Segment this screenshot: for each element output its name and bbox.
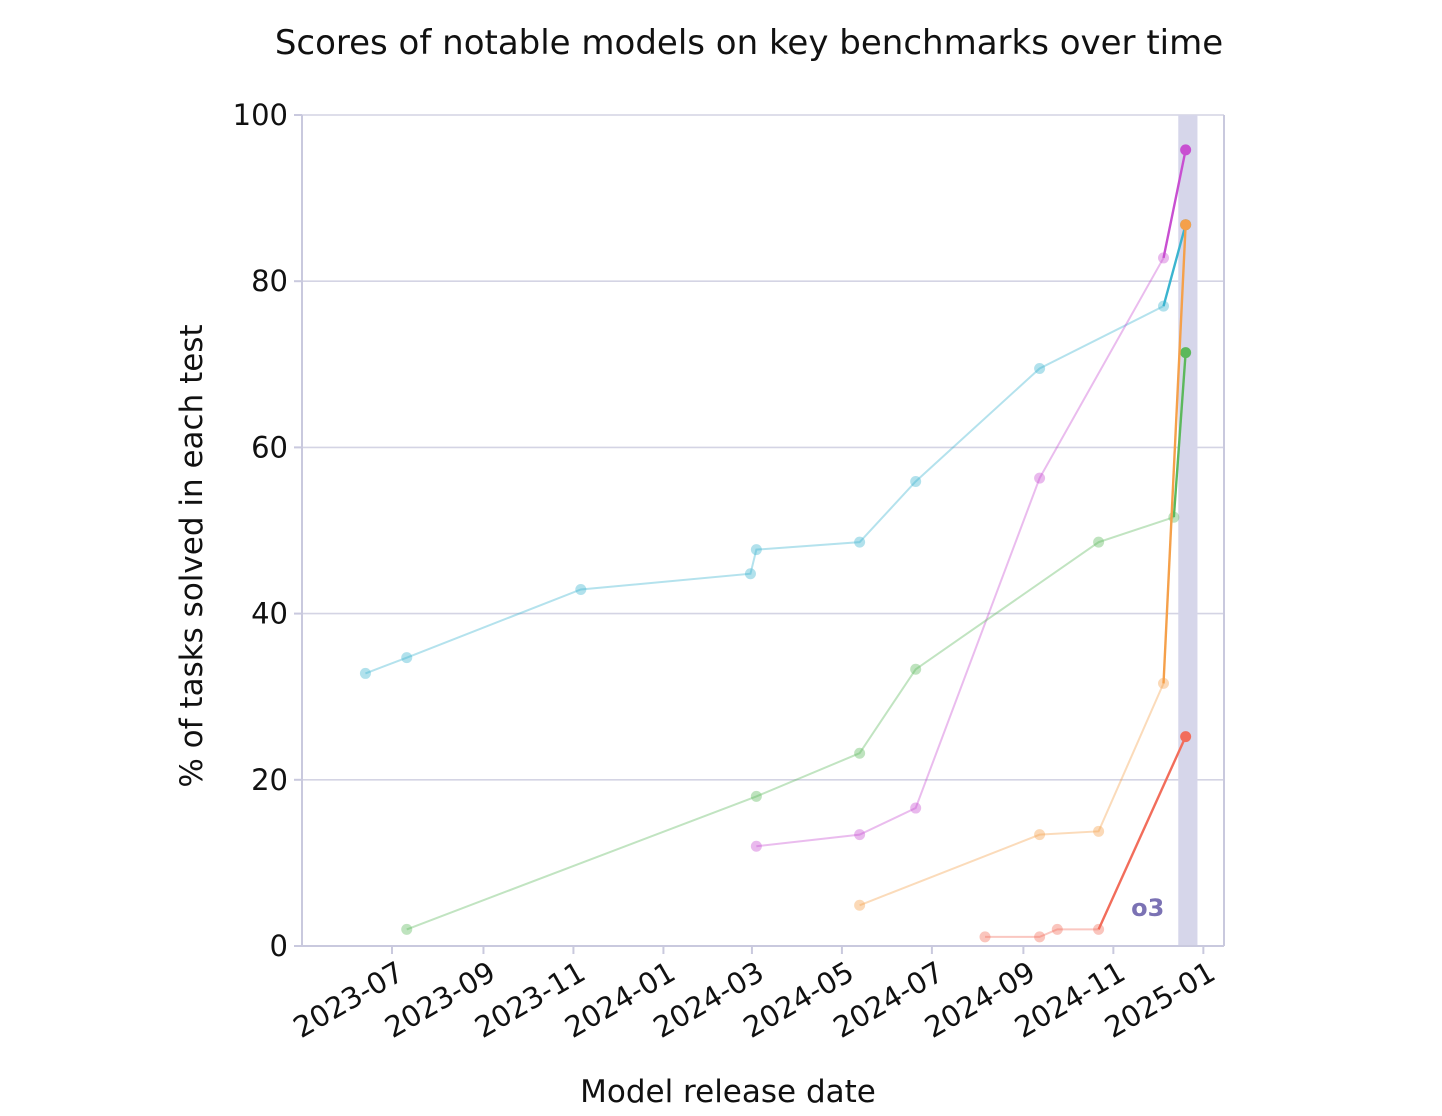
data-point-latest: [1180, 144, 1192, 156]
data-point: [1093, 923, 1105, 935]
series-latest-segment: [1162, 224, 1187, 684]
y-tick-label: 100: [233, 98, 288, 132]
gridlines: [302, 114, 1224, 781]
series-2: [750, 144, 1192, 852]
data-point: [854, 829, 866, 841]
y-tick-label: 20: [251, 763, 288, 797]
series-line: [406, 516, 1175, 931]
x-axis-title: Model release date: [580, 1074, 876, 1110]
data-point: [1034, 829, 1046, 841]
data-point: [1158, 252, 1170, 264]
data-point: [401, 923, 413, 935]
data-point: [1034, 931, 1046, 943]
annotation-layer: o3: [1131, 894, 1164, 922]
series-5: [979, 731, 1192, 943]
series-latest-segment: [1172, 352, 1187, 518]
series-line: [756, 257, 1165, 848]
data-point: [575, 584, 587, 596]
data-point: [1093, 825, 1105, 837]
y-tick-label: 0: [270, 929, 288, 963]
series-layer: [359, 144, 1192, 943]
plot-frame: [294, 115, 1225, 947]
o3-label: o3: [1131, 894, 1164, 922]
data-point: [359, 667, 371, 679]
y-axis-ticks: 0 20 40 60 80 100: [233, 98, 302, 963]
series-line: [859, 683, 1165, 907]
series-line: [985, 928, 1099, 938]
data-point: [1158, 300, 1170, 312]
series-4: [854, 219, 1192, 911]
data-point: [854, 536, 866, 548]
data-point: [854, 747, 866, 759]
data-point: [1034, 362, 1046, 374]
chart-title: Scores of notable models on key benchmar…: [275, 23, 1223, 63]
data-point: [854, 899, 866, 911]
series-latest-segment: [1162, 149, 1187, 259]
data-point: [744, 568, 756, 580]
series-1: [359, 219, 1192, 679]
data-point: [401, 652, 413, 664]
data-point: [1051, 923, 1063, 935]
data-point: [1034, 472, 1046, 484]
series-latest-segment: [1162, 224, 1187, 307]
series-latest-segment: [1097, 736, 1187, 930]
series-3: [401, 347, 1192, 935]
data-point-latest: [1180, 347, 1192, 359]
series-line: [365, 305, 1164, 675]
data-point-latest: [1180, 219, 1192, 231]
data-point: [750, 544, 762, 556]
x-axis-ticks: 2023-072023-092023-112024-012024-032024-…: [288, 946, 1221, 1045]
data-point: [910, 802, 922, 814]
y-axis-title: % of tasks solved in each test: [174, 324, 210, 787]
data-point-latest: [1180, 731, 1192, 743]
data-point: [910, 475, 922, 487]
data-point: [1093, 536, 1105, 548]
data-point: [979, 931, 991, 943]
data-point: [750, 790, 762, 802]
y-tick-label: 60: [251, 430, 288, 464]
data-point: [1158, 677, 1170, 689]
y-tick-label: 40: [251, 597, 288, 631]
y-tick-label: 80: [251, 264, 288, 298]
data-point: [750, 840, 762, 852]
data-point: [1168, 511, 1180, 523]
data-point: [910, 663, 922, 675]
